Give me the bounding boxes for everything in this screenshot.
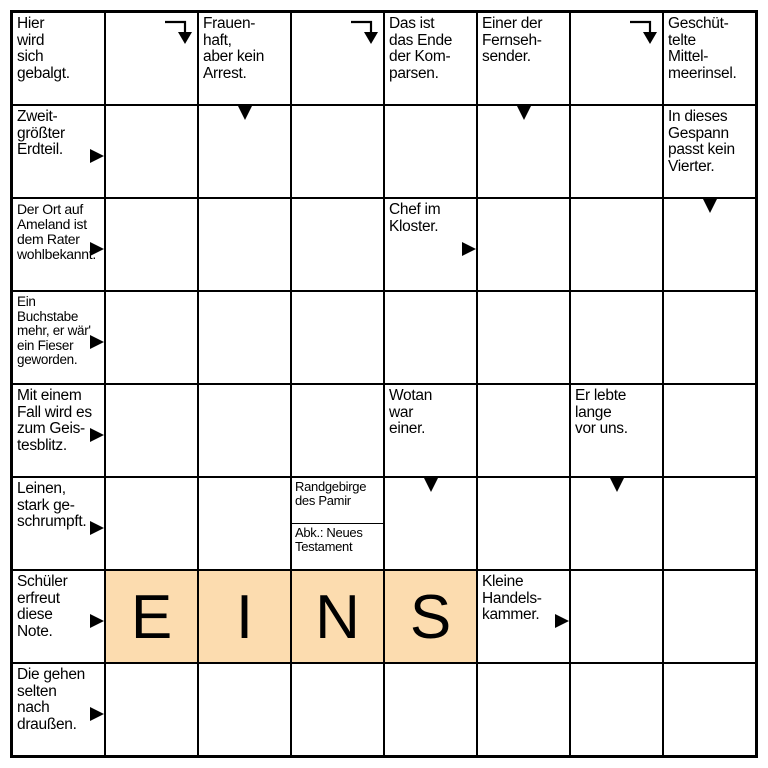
answer-cell[interactable]	[663, 198, 756, 291]
answer-cell[interactable]	[477, 291, 570, 384]
answer-cell[interactable]	[291, 291, 384, 384]
answer-cell[interactable]	[663, 384, 756, 477]
answer-cell[interactable]	[105, 384, 198, 477]
answer-cell[interactable]	[384, 291, 477, 384]
answer-cell[interactable]	[384, 663, 477, 756]
arrow-down-icon	[516, 105, 532, 122]
arrow-down-icon	[349, 16, 379, 46]
arrow-down-icon	[609, 477, 625, 494]
arrow-right-icon	[460, 241, 477, 257]
clue-cell: Geschüt-telteMittel-meerinsel.	[663, 12, 756, 105]
clue-text: Randgebirgedes Pamir	[292, 478, 383, 524]
answer-cell[interactable]	[570, 198, 663, 291]
clue-text: Ein Buchstabemehr, er wär'ein Fiesergewo…	[13, 292, 104, 371]
answer-cell[interactable]	[663, 477, 756, 570]
answer-cell[interactable]	[105, 12, 198, 105]
answer-cell[interactable]	[570, 570, 663, 663]
clue-cell: In diesesGespannpasst keinVierter.	[663, 105, 756, 198]
letter: N	[292, 571, 383, 663]
clue-text: Er lebtelangevor uns.	[571, 385, 662, 441]
answer-cell[interactable]	[663, 570, 756, 663]
letter: I	[199, 571, 290, 663]
answer-cell[interactable]	[477, 384, 570, 477]
answer-cell[interactable]	[477, 663, 570, 756]
crossword-grid: Hierwirdsichgebalgt. Frauen-haft,aber ke…	[10, 10, 758, 758]
answer-cell[interactable]	[105, 291, 198, 384]
answer-cell-filled[interactable]: E	[105, 570, 198, 663]
answer-cell[interactable]	[291, 105, 384, 198]
clue-cell: Leinen,stark ge-schrumpft.	[12, 477, 105, 570]
answer-cell[interactable]	[663, 291, 756, 384]
answer-cell[interactable]	[477, 477, 570, 570]
clue-cell: Er lebtelangevor uns.	[570, 384, 663, 477]
answer-cell[interactable]	[663, 663, 756, 756]
clue-cell: Hierwirdsichgebalgt.	[12, 12, 105, 105]
answer-cell[interactable]	[105, 663, 198, 756]
clue-text: SchülererfreutdieseNote.	[13, 571, 104, 644]
clue-cell: Die gehenseltennachdraußen.	[12, 663, 105, 756]
answer-cell[interactable]	[198, 105, 291, 198]
clue-text: Das istdas Endeder Kom-parsen.	[385, 13, 476, 86]
clue-cell: KleineHandels-kammer.	[477, 570, 570, 663]
clue-cell: Zweit-größterErdteil.	[12, 105, 105, 198]
answer-cell[interactable]	[570, 105, 663, 198]
answer-cell-filled[interactable]: I	[198, 570, 291, 663]
clue-cell: Ein Buchstabemehr, er wär'ein Fiesergewo…	[12, 291, 105, 384]
arrow-down-icon	[163, 16, 193, 46]
clue-text: Hierwirdsichgebalgt.	[13, 13, 104, 86]
answer-cell[interactable]	[198, 384, 291, 477]
answer-cell[interactable]	[105, 105, 198, 198]
answer-cell[interactable]	[291, 384, 384, 477]
answer-cell[interactable]	[477, 198, 570, 291]
letter: S	[385, 571, 476, 663]
arrow-down-icon	[423, 477, 439, 494]
clue-text: Leinen,stark ge-schrumpft.	[13, 478, 104, 534]
clue-text: Wotanwareiner.	[385, 385, 476, 441]
arrow-down-icon	[237, 105, 253, 122]
answer-cell[interactable]	[570, 477, 663, 570]
answer-cell[interactable]	[105, 477, 198, 570]
clue-text: Frauen-haft,aber keinArrest.	[199, 13, 290, 86]
arrow-down-icon	[702, 198, 718, 215]
answer-cell[interactable]	[198, 477, 291, 570]
answer-cell-filled[interactable]: S	[384, 570, 477, 663]
clue-cell: Frauen-haft,aber keinArrest.	[198, 12, 291, 105]
clue-cell: Einer derFernseh-sender.	[477, 12, 570, 105]
clue-text: Chef imKloster.	[385, 199, 476, 238]
answer-cell[interactable]	[291, 198, 384, 291]
answer-cell[interactable]	[477, 105, 570, 198]
clue-text: Geschüt-telteMittel-meerinsel.	[664, 13, 755, 86]
answer-cell[interactable]	[570, 12, 663, 105]
clue-text: Abk.: NeuesTestament	[292, 524, 383, 569]
clue-text: Zweit-größterErdteil.	[13, 106, 104, 162]
clue-cell: SchülererfreutdieseNote.	[12, 570, 105, 663]
answer-cell[interactable]	[291, 663, 384, 756]
answer-cell[interactable]	[291, 12, 384, 105]
clue-cell: Wotanwareiner.	[384, 384, 477, 477]
answer-cell-filled[interactable]: N	[291, 570, 384, 663]
answer-cell[interactable]	[570, 291, 663, 384]
clue-cell: Der Ort aufAmeland istdem Raterwohlbekan…	[12, 198, 105, 291]
answer-cell[interactable]	[198, 198, 291, 291]
clue-cell: Chef imKloster.	[384, 198, 477, 291]
clue-text: Die gehenseltennachdraußen.	[13, 664, 104, 737]
clue-text: In diesesGespannpasst keinVierter.	[664, 106, 755, 179]
answer-cell[interactable]	[198, 291, 291, 384]
answer-cell[interactable]	[384, 477, 477, 570]
clue-text: Mit einemFall wird eszum Geis-tesblitz.	[13, 385, 104, 458]
clue-cell: Mit einemFall wird eszum Geis-tesblitz.	[12, 384, 105, 477]
arrow-down-icon	[628, 16, 658, 46]
answer-cell[interactable]	[384, 105, 477, 198]
clue-text: KleineHandels-kammer.	[478, 571, 569, 627]
clue-text: Der Ort aufAmeland istdem Raterwohlbekan…	[13, 199, 104, 265]
clue-cell: Das istdas Endeder Kom-parsen.	[384, 12, 477, 105]
clue-cell-stacked: Randgebirgedes Pamir Abk.: NeuesTestamen…	[291, 477, 384, 570]
answer-cell[interactable]	[198, 663, 291, 756]
letter: E	[106, 571, 197, 663]
answer-cell[interactable]	[570, 663, 663, 756]
clue-text: Einer derFernseh-sender.	[478, 13, 569, 69]
answer-cell[interactable]	[105, 198, 198, 291]
